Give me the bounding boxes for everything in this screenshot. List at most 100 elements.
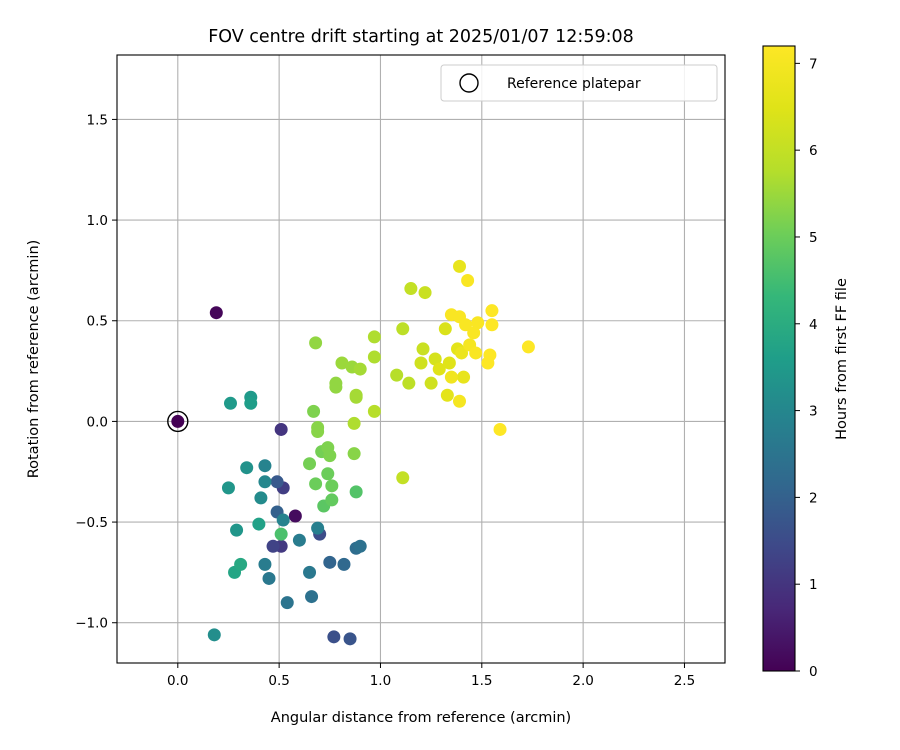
data-point: [309, 336, 323, 350]
data-point: [288, 509, 302, 523]
data-point: [432, 362, 446, 376]
data-point: [353, 539, 367, 553]
data-point: [424, 376, 438, 390]
data-point: [438, 322, 452, 336]
colorbar-tick-label: 5: [809, 230, 818, 246]
data-point: [367, 350, 381, 364]
data-point: [325, 479, 339, 493]
colorbar-tick-label: 6: [809, 143, 818, 159]
y-axis-ticks: −1.0 −0.5 0.0 0.5 1.0 1.5: [75, 112, 117, 632]
data-point: [418, 286, 432, 300]
data-point: [292, 533, 306, 547]
data-point: [258, 459, 272, 473]
data-point: [303, 565, 317, 579]
data-point: [457, 370, 471, 384]
data-point: [440, 388, 454, 402]
data-point: [343, 632, 357, 646]
legend-marker-icon: [459, 73, 479, 93]
reference-marker-icon: [167, 410, 189, 433]
legend-box: [440, 64, 718, 102]
data-point: [266, 539, 280, 553]
legend: Reference platepar: [440, 64, 718, 102]
data-point: [262, 571, 276, 585]
data-point: [453, 259, 467, 273]
data-point: [485, 304, 499, 318]
data-point: [280, 596, 294, 610]
data-point: [467, 326, 481, 340]
data-point: [444, 370, 458, 384]
legend-entry: Reference platepar: [507, 76, 641, 92]
data-point: [323, 449, 337, 463]
data-point: [521, 340, 535, 354]
data-point: [396, 471, 410, 485]
data-point: [455, 346, 469, 360]
data-point: [453, 394, 467, 408]
data-point: [428, 352, 442, 366]
data-point: [254, 491, 268, 505]
data-point: [469, 346, 483, 360]
colorbar-label: Hours from first FF file: [834, 278, 850, 440]
data-point: [209, 306, 223, 320]
data-point: [493, 422, 507, 436]
data-point: [404, 282, 418, 296]
data-point: [258, 557, 272, 571]
data-point: [416, 342, 430, 356]
x-tick-label: 0.0: [167, 673, 188, 689]
data-point: [325, 493, 339, 507]
data-point: [323, 555, 337, 569]
data-point: [390, 368, 404, 382]
colorbar-tick-label: 4: [809, 317, 818, 333]
data-point: [230, 523, 244, 537]
data-point: [485, 318, 499, 332]
x-tick-label: 2.0: [572, 673, 593, 689]
data-point: [367, 330, 381, 344]
data-points: [167, 259, 535, 646]
x-tick-label: 2.5: [674, 673, 695, 689]
data-point: [471, 316, 485, 330]
data-point: [274, 422, 288, 436]
data-point: [305, 590, 319, 604]
data-point: [367, 404, 381, 418]
data-point: [349, 485, 363, 499]
grid: [117, 55, 725, 663]
colorbar-tick-label: 7: [809, 56, 818, 72]
data-point: [459, 318, 473, 332]
colorbar-ticks: 0 1 2 3 4 5 6 7: [795, 56, 818, 680]
data-point: [442, 356, 456, 370]
data-point: [274, 527, 288, 541]
y-axis-label: Rotation from reference (arcmin): [26, 240, 42, 479]
data-point: [327, 630, 341, 644]
y-tick-label: −1.0: [75, 616, 108, 632]
data-point: [311, 521, 325, 535]
colorbar: 0 1 2 3 4 5 6 7 Hours from first FF file: [762, 45, 850, 680]
y-tick-label: 1.0: [87, 213, 108, 229]
data-point: [303, 457, 317, 471]
y-tick-label: 1.5: [87, 112, 108, 128]
data-point: [244, 396, 258, 410]
colorbar-frame: [762, 45, 796, 672]
colorbar-tick-label: 0: [809, 664, 818, 680]
data-point: [258, 475, 272, 489]
x-tick-label: 0.5: [268, 673, 289, 689]
data-point: [221, 481, 235, 495]
plot-frame: [116, 54, 726, 664]
x-tick-label: 1.5: [471, 673, 492, 689]
data-point: [234, 557, 248, 571]
chart-title: FOV centre drift starting at 2025/01/07 …: [208, 27, 634, 47]
data-point: [252, 517, 266, 531]
colorbar-gradient: [763, 46, 795, 671]
x-axis-ticks: 0.0 0.5 1.0 1.5 2.0 2.5: [167, 663, 695, 689]
x-tick-label: 1.0: [370, 673, 391, 689]
data-point: [347, 447, 361, 461]
data-point: [171, 414, 185, 428]
y-tick-label: −0.5: [75, 515, 108, 531]
colorbar-tick-label: 1: [809, 577, 818, 593]
data-point: [414, 356, 428, 370]
data-point: [337, 557, 351, 571]
data-point: [347, 416, 361, 430]
data-point: [223, 396, 237, 410]
x-axis-label: Angular distance from reference (arcmin): [271, 710, 571, 726]
colorbar-tick-label: 2: [809, 490, 818, 506]
y-tick-label: 0.5: [87, 314, 108, 330]
